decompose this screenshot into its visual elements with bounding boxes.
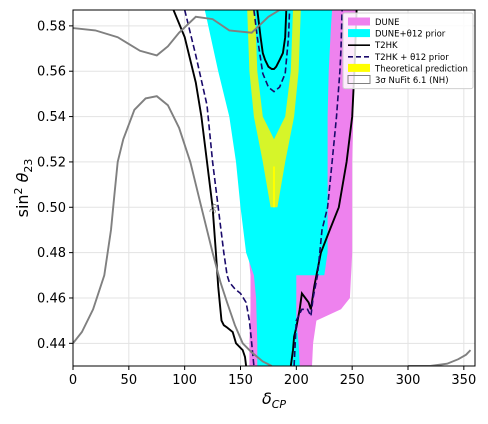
- contour-lines: [73, 10, 472, 366]
- legend-swatch: [348, 63, 370, 72]
- y-tick-label: 0.58: [37, 19, 66, 34]
- x-tick-label: 350: [451, 373, 476, 388]
- legend-label: DUNE: [375, 18, 400, 28]
- nufit-contour-line: [408, 349, 472, 366]
- x-tick-label: 250: [340, 373, 365, 388]
- t2hk-contour-line: [256, 10, 288, 70]
- t2hk-prior-contour-line: [293, 10, 343, 366]
- t2hk-contour-line: [172, 10, 248, 366]
- legend-box: [342, 12, 474, 90]
- legend-swatch: [347, 75, 371, 84]
- legend-label: T2HK: [374, 41, 398, 51]
- legend-item: DUNE+θ12 prior: [348, 29, 446, 40]
- y-tick-label: 0.48: [37, 246, 66, 261]
- x-tick-label: 50: [121, 373, 138, 388]
- y-tick-label: 0.50: [37, 201, 66, 216]
- y-tick-label: 0.46: [37, 291, 66, 306]
- t2hk-prior-contour-line: [253, 10, 291, 93]
- legend-item: Theoretical prediction: [348, 63, 468, 74]
- t2hk-prior-contour-line: [183, 10, 255, 366]
- x-tick-label: 100: [172, 373, 197, 388]
- nufit-contour-line: [73, 10, 288, 57]
- legend-label: Theoretical prediction: [374, 64, 468, 74]
- legend-item: T2HK: [348, 41, 398, 51]
- plot-frame: [72, 9, 476, 367]
- plot-border: [72, 9, 476, 367]
- y-tick-label: 0.44: [37, 337, 66, 352]
- theory-region-inner: [255, 10, 293, 140]
- contour-annotation: 3σ: [208, 202, 219, 214]
- x-tick-label: 150: [228, 373, 253, 388]
- axis-ticks: 0 50 100 150 200 250 300 350 0.44 0.46 0.48 0.50 0.5…: [37, 19, 476, 388]
- legend-label: T2HK + θ12 prior: [374, 53, 449, 63]
- legend-label: DUNE+θ12 prior: [375, 30, 446, 40]
- y-tick-label: 0.52: [37, 155, 66, 170]
- legend-item: DUNE: [348, 17, 400, 28]
- legend-item: T2HK + θ12 prior: [348, 53, 449, 63]
- y-axis-label: sin2 θ23: [12, 159, 35, 218]
- legend-swatch: [348, 17, 370, 26]
- x-tick-label: 300: [396, 373, 421, 388]
- t2hk-contour-line: [289, 10, 358, 366]
- x-tick-label: 0: [69, 373, 77, 388]
- y-tick-label: 0.54: [37, 110, 66, 125]
- x-axis-label: δCP: [262, 389, 286, 411]
- legend-label: 3σ NuFit 6.1 (NH): [375, 76, 449, 86]
- y-tick-label: 0.56: [37, 65, 66, 80]
- nufit-contour-line: [73, 95, 273, 366]
- legend-swatch: [348, 29, 370, 38]
- legend-item: 3σ NuFit 6.1 (NH): [347, 75, 449, 86]
- x-tick-label: 200: [284, 373, 309, 388]
- confidence-regions: [204, 10, 357, 366]
